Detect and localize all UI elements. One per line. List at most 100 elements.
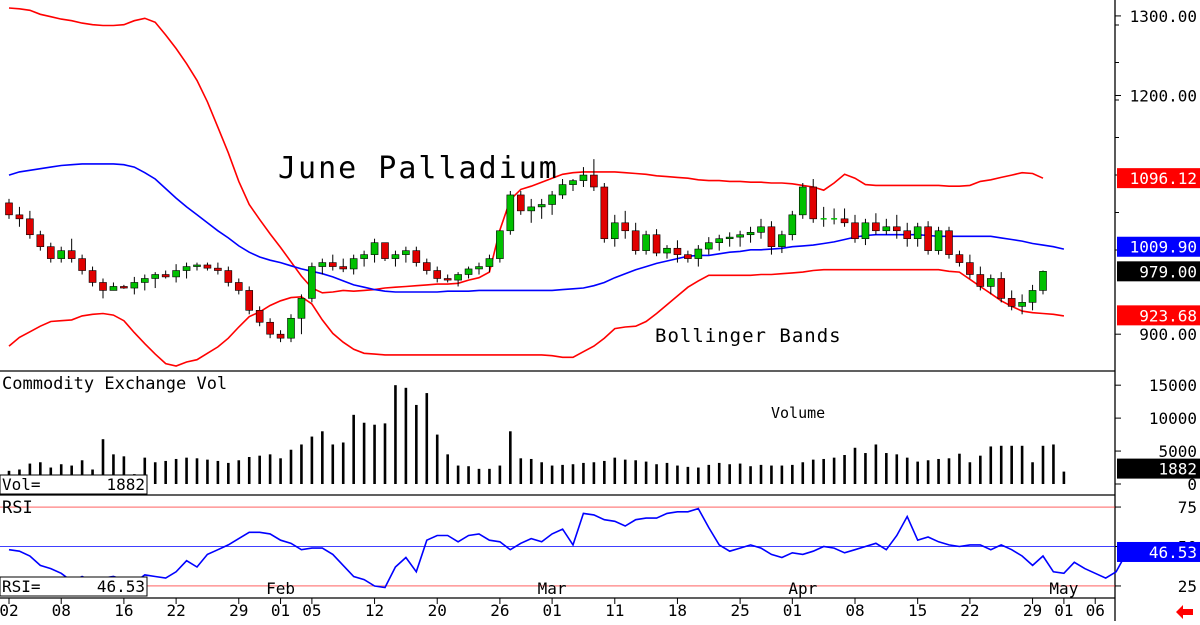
volume-bar xyxy=(1031,462,1034,484)
candle-body xyxy=(1019,302,1026,306)
candle-body xyxy=(141,278,148,282)
volume-bar xyxy=(363,423,366,484)
candle-body xyxy=(465,269,472,275)
volume-bar xyxy=(1052,444,1055,484)
volume-bar xyxy=(760,465,763,484)
volume-bar xyxy=(373,425,376,484)
candle-body xyxy=(214,268,221,270)
volume-bar xyxy=(196,458,199,484)
volume-bar xyxy=(781,466,784,484)
volume-bar xyxy=(718,463,721,484)
price-axis-label: 1200.00 xyxy=(1130,86,1197,105)
volume-bar xyxy=(425,393,428,484)
rsi-readout-value: 46.53 xyxy=(97,577,145,596)
candle-body xyxy=(183,267,190,271)
date-label: 08 xyxy=(52,601,71,620)
candle-body xyxy=(162,275,169,277)
candle-body xyxy=(120,286,127,288)
volume-bar xyxy=(666,463,669,484)
candle-body xyxy=(37,235,44,247)
volume-bar xyxy=(927,460,930,484)
volume-bar xyxy=(300,444,303,484)
candle-body xyxy=(611,223,618,239)
volume-bar xyxy=(457,466,460,484)
volume-bar xyxy=(352,415,355,484)
candle-body xyxy=(601,187,608,239)
price-flag-1-label: 1009.90 xyxy=(1130,238,1197,257)
rsi-axis-label: 75 xyxy=(1178,498,1197,517)
date-label: 20 xyxy=(428,601,447,620)
volume-bar xyxy=(488,469,491,484)
volume-bar xyxy=(206,460,209,484)
candle-body xyxy=(590,175,597,187)
candle-body xyxy=(225,271,232,283)
candle-body xyxy=(893,227,900,231)
candle-body xyxy=(68,251,75,259)
candle-body xyxy=(402,251,409,255)
volume-bar xyxy=(624,460,627,484)
candle-body xyxy=(758,227,765,233)
price-axis-label: 1300.00 xyxy=(1130,7,1197,26)
date-label: 18 xyxy=(668,601,687,620)
candle-body xyxy=(308,267,315,299)
candle-body xyxy=(6,203,13,215)
date-label: 25 xyxy=(730,601,749,620)
candle-body xyxy=(946,231,953,255)
candle-body xyxy=(246,290,253,310)
volume-bar xyxy=(687,467,690,484)
volume-bar xyxy=(561,465,564,484)
candle-body xyxy=(852,223,859,239)
volume-panel-label: Commodity Exchange Vol xyxy=(2,374,227,394)
candle-body xyxy=(392,255,399,259)
candle-body xyxy=(319,263,326,267)
rsi-flag-label: 46.53 xyxy=(1149,543,1197,562)
candle-body xyxy=(507,195,514,231)
chart-title: June Palladium xyxy=(278,151,559,186)
bollinger-bands-label: Bollinger Bands xyxy=(655,325,842,347)
candle-body xyxy=(517,195,524,211)
volume-bar xyxy=(634,460,637,484)
candle-body xyxy=(329,263,336,267)
candle-body xyxy=(256,310,263,322)
candle-body xyxy=(298,298,305,318)
candle-body xyxy=(538,204,545,206)
volume-bar xyxy=(989,446,992,484)
candle-body xyxy=(799,187,806,215)
volume-bar xyxy=(540,462,543,484)
volume-bar xyxy=(279,458,282,484)
candle-body xyxy=(956,255,963,263)
volume-bar xyxy=(833,458,836,484)
candle-body xyxy=(204,265,211,268)
candle-body xyxy=(998,278,1005,298)
date-label: 08 xyxy=(845,601,864,620)
candle-body xyxy=(382,243,389,259)
volume-bar xyxy=(331,444,334,484)
volume-bar xyxy=(791,465,794,484)
volume-bar xyxy=(1042,446,1045,484)
candle-body xyxy=(747,232,754,234)
month-label: Mar xyxy=(538,579,567,598)
rsi-readout-label: RSI= xyxy=(2,577,41,596)
candle-body xyxy=(131,282,138,288)
candle-body xyxy=(194,265,201,267)
volume-bar xyxy=(948,458,951,484)
date-label: 22 xyxy=(166,601,185,620)
volume-bar xyxy=(582,463,585,484)
rsi-panel-label: RSI xyxy=(2,498,33,518)
candle-body xyxy=(152,275,159,279)
volume-bar xyxy=(1000,446,1003,484)
volume-bar xyxy=(269,454,272,484)
candle-body xyxy=(914,227,921,239)
candle-body xyxy=(486,259,493,267)
volume-bar xyxy=(572,464,575,484)
volume-axis-label: 5000 xyxy=(1158,442,1197,461)
volume-bar xyxy=(154,462,157,484)
candle-body xyxy=(705,243,712,249)
candle-body xyxy=(935,231,942,251)
volume-bar xyxy=(958,454,961,484)
month-label: Feb xyxy=(266,579,295,598)
candle-body xyxy=(350,259,357,269)
candle-body xyxy=(235,282,242,290)
candle-body xyxy=(288,318,295,338)
volume-title: Volume xyxy=(771,404,825,422)
